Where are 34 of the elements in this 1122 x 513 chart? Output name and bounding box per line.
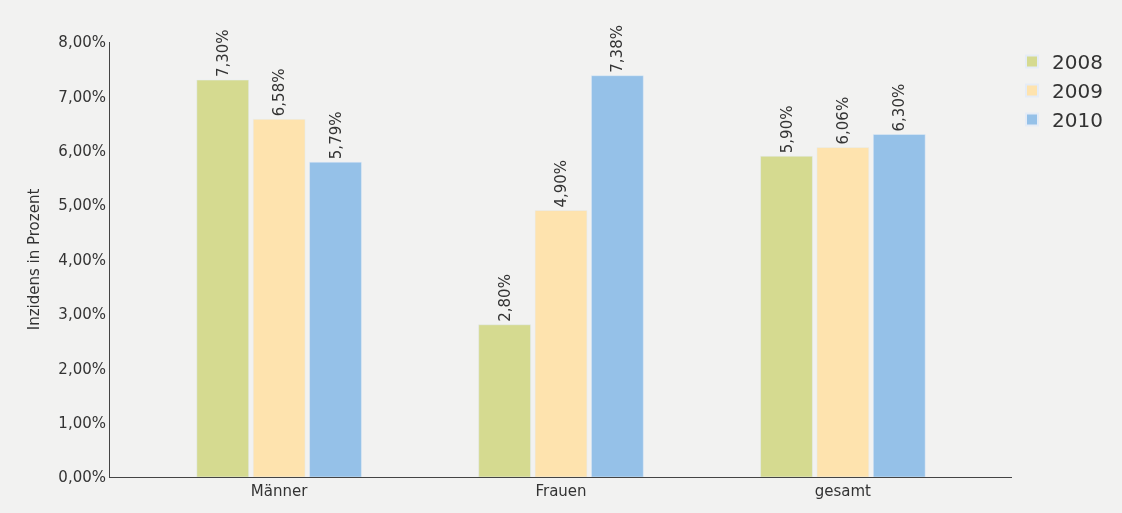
data-label: 5,79% (326, 111, 345, 160)
y-tick-label: 5,00% (58, 196, 106, 215)
y-tick-label: 8,00% (58, 33, 106, 52)
data-label: 7,30% (213, 29, 232, 78)
bar (196, 79, 249, 477)
data-label: 5,90% (777, 105, 796, 154)
y-tick-label: 0,00% (58, 468, 106, 487)
y-tick-label: 6,00% (58, 142, 106, 160)
bar (534, 210, 588, 477)
bar (873, 134, 926, 477)
bar (309, 161, 362, 477)
data-label: 6,58% (270, 68, 289, 117)
y-axis-title: Inzidens in Prozent (24, 188, 43, 331)
bar (760, 155, 813, 477)
bar (478, 324, 531, 477)
x-tick-label: Männer (250, 482, 309, 500)
data-label: 2,80% (495, 274, 514, 322)
y-tick-label: 7,00% (58, 87, 106, 106)
y-tick-label: 4,00% (58, 250, 106, 269)
data-label: 6,06% (833, 96, 852, 145)
bar (591, 75, 644, 477)
y-tick-label: 1,00% (58, 413, 106, 432)
legend-label: 2010 (1052, 108, 1103, 133)
data-label: 6,30% (890, 83, 909, 132)
data-label: 4,90% (552, 159, 570, 208)
bar (816, 147, 870, 477)
x-tick-label: Frauen (535, 482, 587, 500)
bar (252, 118, 306, 477)
y-tick-label: 3,00% (58, 305, 106, 324)
y-tick-label: 2,00% (58, 359, 106, 378)
data-label: 7,38% (608, 25, 627, 73)
legend-label: 2009 (1052, 79, 1103, 104)
legend-label: 2008 (1052, 50, 1103, 75)
x-tick-label: gesamt (814, 482, 872, 500)
